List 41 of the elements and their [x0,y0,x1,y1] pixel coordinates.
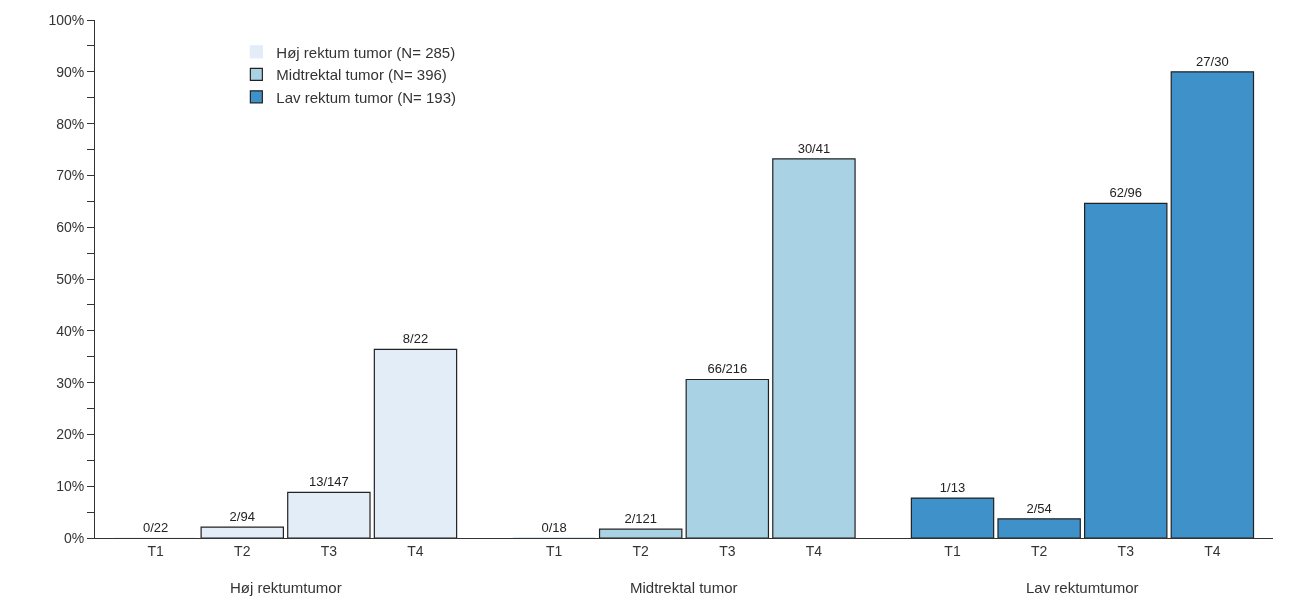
data-label: 62/96 [1109,185,1143,201]
text: Midtrektal tumor [630,579,738,596]
x-tick-label: T1 [944,542,961,559]
x-tick-label: T2 [234,542,251,559]
y-tick-label: 0% [63,529,85,546]
x-tick-label: T4 [805,542,823,559]
x-tick-label: T1 [545,542,563,559]
y-tick-label: 50% [56,270,85,287]
x-tick-label: T3 [1117,542,1135,559]
data-label: 0/22 [142,520,169,535]
legend-label: Midtrektal tumor (N= 396) [276,66,447,84]
y-tick-label: 90% [56,63,85,80]
y-tick-label: 60% [56,219,85,236]
data-label: 2/94 [229,509,255,525]
x-tick-label: T1 [147,542,165,559]
data-label: 13/147 [308,474,349,490]
data-label: 2/121 [624,511,657,527]
y-tick-label: 20% [56,426,85,443]
data-label: 2/54 [1026,500,1052,516]
y-tick-label: 80% [56,115,85,132]
y-tick-label: 100% [48,11,85,28]
data-label: 1/13 [939,480,966,496]
legend-label: Høj rektum tumor (N= 285) [276,43,456,61]
x-tick-label: T3 [719,542,736,559]
x-tick-label: T3 [320,542,338,559]
data-label: 0/18 [541,520,567,535]
data-label: 66/216 [707,361,748,377]
y-tick-label: 40% [56,322,85,339]
x-tick-label: T2 [632,542,650,559]
data-label: 30/41 [797,140,831,156]
x-tick-label: T4 [1204,542,1221,559]
y-tick-label: 30% [56,374,85,391]
data-label: 8/22 [402,331,429,347]
y-tick-label: 10% [56,478,85,495]
x-tick-label: T4 [407,542,424,559]
legend-label: Lav rektum tumor (N= 193) [276,88,457,106]
text: Lav rektumtumor [1026,579,1139,596]
y-tick-label: 70% [56,167,85,184]
x-tick-label: T2 [1030,542,1048,559]
data-label: 27/30 [1196,53,1229,69]
text: Høj rektumtumor [230,579,342,596]
